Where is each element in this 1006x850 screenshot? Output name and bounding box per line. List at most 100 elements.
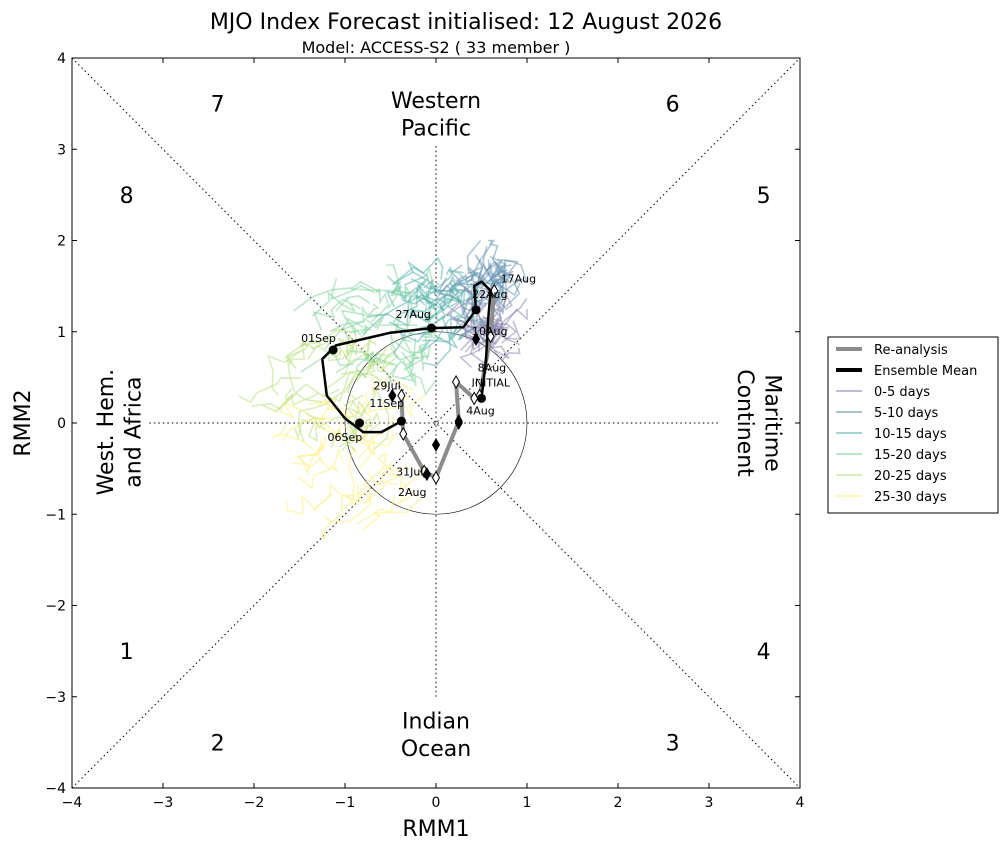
member-track xyxy=(345,316,368,336)
y-tick-label: −2 xyxy=(45,599,66,615)
legend: Re-analysis Ensemble Mean 0-5 days 5-10 day… xyxy=(827,336,999,514)
legend-label: Ensemble Mean xyxy=(874,364,977,379)
divider-diagonal-up xyxy=(71,57,801,789)
chart-subtitle: Model: ACCESS-S2 ( 33 member ) xyxy=(302,38,571,57)
date-label: 4Aug xyxy=(466,404,494,417)
date-label: 8Aug xyxy=(478,362,506,375)
y-tick-label: −4 xyxy=(45,781,66,797)
reanalysis-point xyxy=(399,426,408,441)
y-tick-label: 2 xyxy=(57,234,66,250)
y-tick-label: −3 xyxy=(45,690,66,706)
region-label-right: Maritime xyxy=(759,374,784,471)
member-track xyxy=(392,324,432,361)
legend-label: 10-15 days xyxy=(874,427,947,442)
phase-label: 3 xyxy=(666,731,680,756)
date-label: 31Jul xyxy=(396,465,423,478)
member-track xyxy=(281,407,345,442)
member-track xyxy=(272,423,314,451)
member-track xyxy=(469,239,496,286)
phase-label: 6 xyxy=(666,93,680,118)
date-label: 27Aug xyxy=(395,308,430,321)
date-label: 22Aug xyxy=(472,288,507,301)
member-track xyxy=(312,298,361,330)
region-label-top-2: Pacific xyxy=(401,117,471,142)
x-axis-label: RMM1 xyxy=(402,817,469,842)
ensemble-mean-diamond xyxy=(422,467,431,482)
reanalysis-point xyxy=(490,283,499,298)
member-track xyxy=(424,325,434,344)
member-track xyxy=(311,290,356,317)
ensemble-mean-diamond xyxy=(388,388,397,403)
phase-label: 5 xyxy=(757,184,771,209)
legend-label: 15-20 days xyxy=(874,448,947,463)
member-track xyxy=(266,350,301,396)
member-track xyxy=(375,357,415,382)
phase-label: 2 xyxy=(211,731,225,756)
x-tick-label: 2 xyxy=(614,795,623,811)
phase-label: 8 xyxy=(120,184,134,209)
member-track xyxy=(385,263,413,295)
date-label: 2Aug xyxy=(398,486,426,499)
legend-label: 5-10 days xyxy=(874,406,939,421)
ensemble-members xyxy=(238,239,529,540)
member-track xyxy=(412,294,468,323)
member-track xyxy=(387,355,429,386)
y-tick-label: −1 xyxy=(45,507,66,523)
x-tick-label: −1 xyxy=(335,795,356,811)
member-track xyxy=(479,259,503,289)
y-axis-label: RMM2 xyxy=(11,389,36,456)
member-track xyxy=(356,495,396,525)
member-track xyxy=(337,334,356,358)
member-track xyxy=(420,315,458,354)
date-label: INITIAL xyxy=(472,377,511,390)
member-track xyxy=(392,314,406,333)
member-track xyxy=(329,303,380,333)
x-tick-label: 1 xyxy=(523,795,532,811)
region-label-bottom: Indian xyxy=(402,710,470,735)
reanalysis-point xyxy=(431,470,441,485)
member-track xyxy=(321,350,373,403)
member-track xyxy=(470,260,505,287)
member-track xyxy=(285,493,333,515)
member-track xyxy=(323,485,372,523)
chart-title: MJO Index Forecast initialised: 12 Augus… xyxy=(210,10,722,35)
member-track xyxy=(299,328,353,347)
legend-label: Re-analysis xyxy=(874,343,948,358)
member-track xyxy=(298,447,345,490)
member-track xyxy=(410,360,436,396)
ensemble-mean-point xyxy=(355,418,365,428)
y-tick-label: 0 xyxy=(57,416,66,432)
member-track xyxy=(362,294,437,335)
ensemble-mean-diamond xyxy=(471,332,481,347)
ensemble-mean-point xyxy=(396,416,406,426)
member-track xyxy=(293,280,382,312)
member-track xyxy=(367,461,399,486)
member-track xyxy=(456,266,485,288)
member-track xyxy=(346,373,364,400)
member-track xyxy=(343,425,397,447)
member-track xyxy=(428,291,476,319)
region-label-left-2: and Africa xyxy=(121,377,146,488)
x-tick-label: −3 xyxy=(153,795,174,811)
member-track xyxy=(295,453,323,470)
member-track xyxy=(273,399,327,421)
ensemble-mean-diamond xyxy=(454,416,463,430)
reanalysis-point xyxy=(451,374,461,389)
member-track xyxy=(356,419,371,460)
member-track xyxy=(333,409,350,442)
date-label: 29Jul xyxy=(373,380,400,393)
member-track xyxy=(402,265,453,305)
date-label: 06Sep xyxy=(328,431,363,444)
member-track xyxy=(465,285,479,309)
date-label: 10Aug xyxy=(472,325,507,338)
member-track xyxy=(341,445,358,511)
x-tick-label: −4 xyxy=(62,795,83,811)
member-track xyxy=(361,404,405,418)
divider-diagonal-down xyxy=(71,57,801,789)
member-track xyxy=(340,371,388,388)
member-track xyxy=(320,495,343,540)
member-track xyxy=(362,481,398,505)
reanalysis-point xyxy=(397,388,406,403)
member-track xyxy=(315,334,372,364)
